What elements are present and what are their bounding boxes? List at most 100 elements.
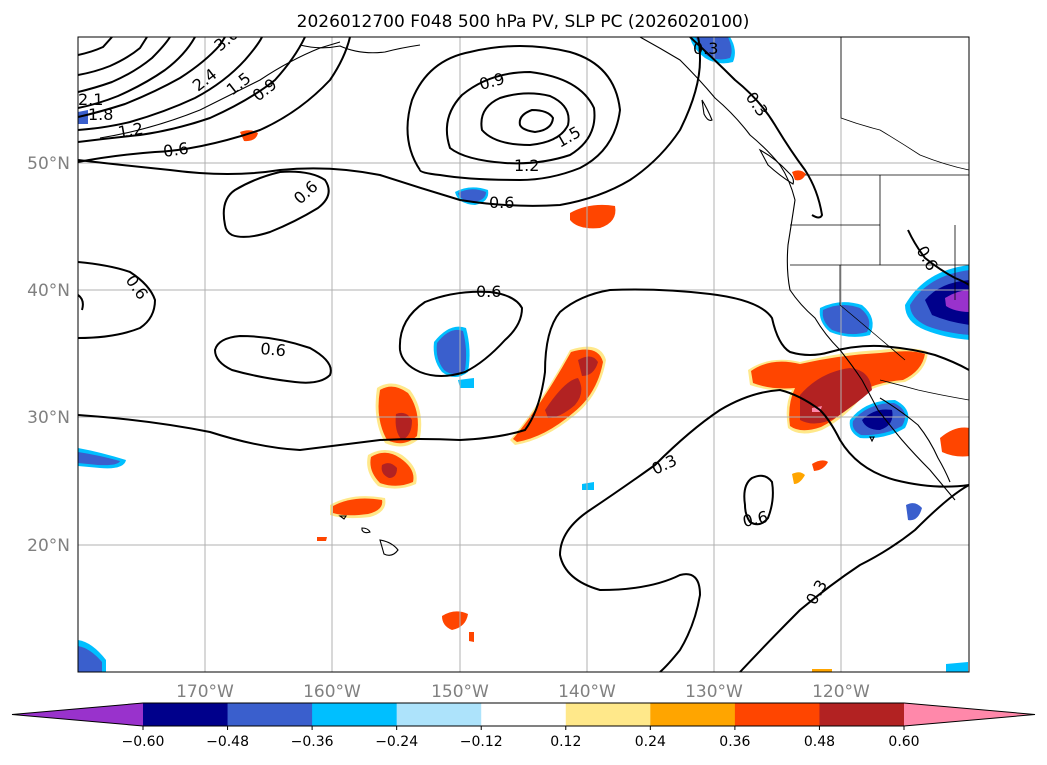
contour-label: 0.6 <box>162 139 190 161</box>
slp-contour-1.5 <box>78 37 226 118</box>
pv-positive-region <box>940 427 969 457</box>
slp-contour-0.9 <box>78 37 306 143</box>
colorbar-bin <box>396 703 482 726</box>
hawaii-island <box>361 527 371 534</box>
colorbar-tick-label: −0.36 <box>291 734 334 750</box>
coastlines <box>99 37 956 556</box>
colorbar-tick-label: 0.36 <box>719 734 750 750</box>
longitude-labels: 170°W 160°W 150°W 140°W 130°W 120°W <box>176 682 870 702</box>
colorbar-tick-label: −0.24 <box>375 734 418 750</box>
alaska-canada-border <box>840 37 969 171</box>
pv-positive-region <box>812 669 832 672</box>
pv-negative-region <box>582 482 594 490</box>
pv-positive-region <box>792 170 806 181</box>
slp-contour-1.8 <box>78 37 196 109</box>
colorbar-bin <box>143 703 229 726</box>
us-mexico-border <box>879 379 969 401</box>
colorbar-bin <box>650 703 736 726</box>
contour-label: 0.6 <box>260 339 287 360</box>
colorbar-over-extension <box>904 703 1035 726</box>
colorbar: −0.60 −0.48 −0.36 −0.24 −0.12 0.12 0.24 0.36 0.4… <box>11 702 1036 750</box>
map-frame <box>77 36 970 673</box>
lat-label-20n: 20°N <box>27 536 70 556</box>
colorbar-tick-label: −0.48 <box>206 734 249 750</box>
slp-contour-0.6 <box>213 334 332 384</box>
graticule <box>78 37 969 672</box>
hawaii-island <box>338 515 348 520</box>
contour-label: 0.6 <box>741 507 770 531</box>
lon-label-120w: 120°W <box>812 682 870 702</box>
slp-contour-2.1 <box>78 37 171 93</box>
colorbar-tick-label: −0.60 <box>122 734 165 750</box>
slp-contour-0.3 <box>78 294 84 311</box>
slp-contour-1.2 <box>446 70 596 165</box>
slp-contours <box>78 37 969 672</box>
pv-negative-region <box>458 189 486 202</box>
pv-positive-region <box>381 463 397 478</box>
pv-negative-region <box>78 646 102 672</box>
lon-label-140w: 140°W <box>558 682 616 702</box>
pv-positive-region <box>578 356 598 376</box>
contour-label: 1.2 <box>116 119 144 142</box>
pv-positive-region <box>395 412 412 440</box>
contour-label: 1.8 <box>88 105 113 124</box>
baja-coastline <box>879 397 951 483</box>
colorbar-bin <box>481 703 567 726</box>
contour-label: 1.2 <box>514 156 539 175</box>
colorbar-tick-label: 0.48 <box>804 734 835 750</box>
colorbar-tick-label: 0.12 <box>550 734 581 750</box>
pv-negative-region <box>945 290 969 312</box>
pv-negative-region <box>906 503 922 521</box>
slp-contour-1.2 <box>78 37 263 131</box>
map-background <box>78 37 969 672</box>
pv-negative-region <box>946 662 968 672</box>
slp-contour-0.6 <box>78 37 702 207</box>
slp-contour-0.3 <box>558 388 969 672</box>
colorbar-tick-label: 0.24 <box>635 734 666 750</box>
colorbar-bin <box>227 703 313 726</box>
pv-positive-region <box>442 611 468 630</box>
pv-positive-region <box>469 632 474 642</box>
slp-contour-1.8 <box>518 108 555 134</box>
lat-label-30n: 30°N <box>27 408 70 428</box>
lat-label-40n: 40°N <box>27 281 70 301</box>
lon-label-130w: 130°W <box>685 682 743 702</box>
lon-label-170w: 170°W <box>176 682 234 702</box>
lat-label-50n: 50°N <box>27 154 70 174</box>
slp-contour-1.5 <box>480 92 570 147</box>
guadalupe-island <box>869 436 875 443</box>
pv-negative-region <box>78 452 120 466</box>
pv-positive-region <box>792 472 805 484</box>
slp-contour-0.3 <box>739 484 969 672</box>
contour-label: 0.3 <box>693 39 718 58</box>
slp-contour-0.3 <box>78 288 969 452</box>
colorbar-bin <box>734 703 820 726</box>
lon-label-160w: 160°W <box>303 682 361 702</box>
pv-negative-region <box>78 110 88 124</box>
colorbar-bin <box>565 703 651 726</box>
political-borders <box>790 37 969 401</box>
map-panel: 3.0 2.4 2.1 1.8 1.5 1.2 0.9 0.6 0.9 1.5 … <box>77 36 970 673</box>
slp-contour-2.4 <box>78 37 148 76</box>
slp-contour-0.6 <box>743 474 774 526</box>
colorbar-tick-label: −0.12 <box>460 734 503 750</box>
slp-contour-0.6 <box>78 261 157 339</box>
pv-negative-region <box>458 378 474 388</box>
colorbar-bin <box>312 703 398 726</box>
pv-positive-region <box>317 537 327 541</box>
slp-contour-0.3 <box>907 229 969 286</box>
slp-contour-0.6 <box>222 170 330 238</box>
contour-label: 0.6 <box>476 282 501 301</box>
slp-contour-0.3 <box>689 37 824 219</box>
pv-positive-region <box>333 498 383 516</box>
pv-negative-region <box>822 304 870 335</box>
slp-contour-0.6 <box>398 290 524 377</box>
pv-negative-region <box>436 329 467 374</box>
hawaii-island <box>379 539 399 556</box>
slp-contour-3.0 <box>78 37 113 56</box>
vancouver-island <box>758 148 794 185</box>
haida-gwaii <box>701 99 713 121</box>
state-border <box>839 265 906 361</box>
pv-negative-region <box>695 37 732 60</box>
